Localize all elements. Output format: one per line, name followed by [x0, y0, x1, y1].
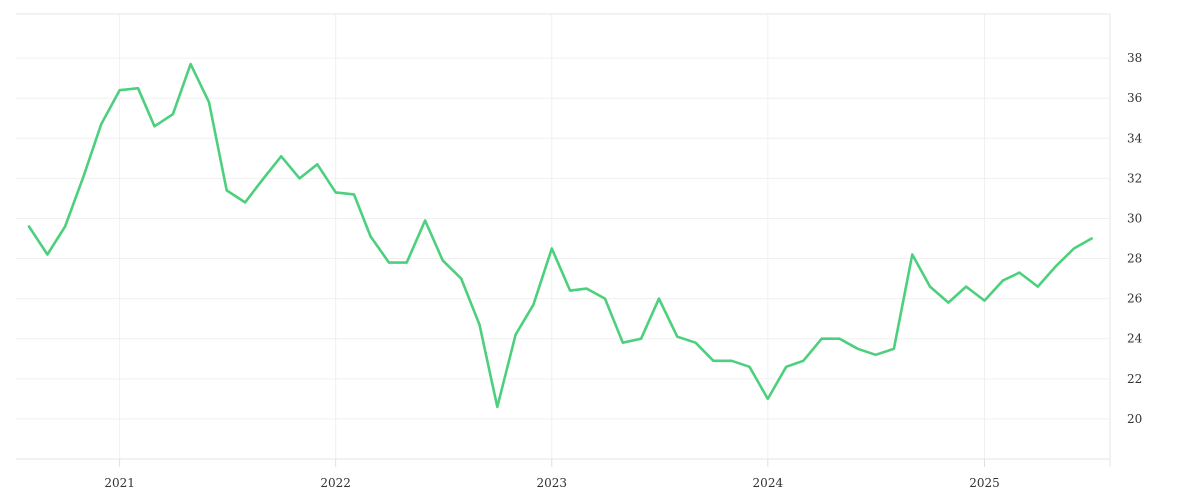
- y-tick-label: 20: [1127, 412, 1142, 426]
- x-tick-label: 2025: [969, 476, 1000, 490]
- plot-frame: [16, 13, 1111, 467]
- y-tick-label: 32: [1127, 171, 1142, 185]
- x-tick-label: 2024: [753, 476, 784, 490]
- y-tick-label: 34: [1127, 131, 1143, 145]
- y-tick-label: 38: [1127, 51, 1142, 65]
- y-tick-label: 24: [1127, 332, 1143, 346]
- y-axis: 20 22 24 26 28 30 32 34 36 38: [1127, 51, 1143, 426]
- series-line: [27, 62, 1093, 409]
- y-tick-label: 36: [1127, 91, 1142, 105]
- grid: [16, 14, 1110, 459]
- x-axis: 2021 2022 2023 2024 2025: [104, 459, 1000, 490]
- y-tick-label: 22: [1127, 372, 1142, 386]
- x-tick-label: 2021: [104, 476, 135, 490]
- y-tick-label: 28: [1127, 252, 1142, 266]
- y-tick-label: 30: [1127, 211, 1142, 225]
- x-tick-label: 2023: [536, 476, 567, 490]
- x-tick-label: 2022: [320, 476, 351, 490]
- series-layer: [27, 62, 1093, 409]
- y-tick-label: 26: [1127, 292, 1142, 306]
